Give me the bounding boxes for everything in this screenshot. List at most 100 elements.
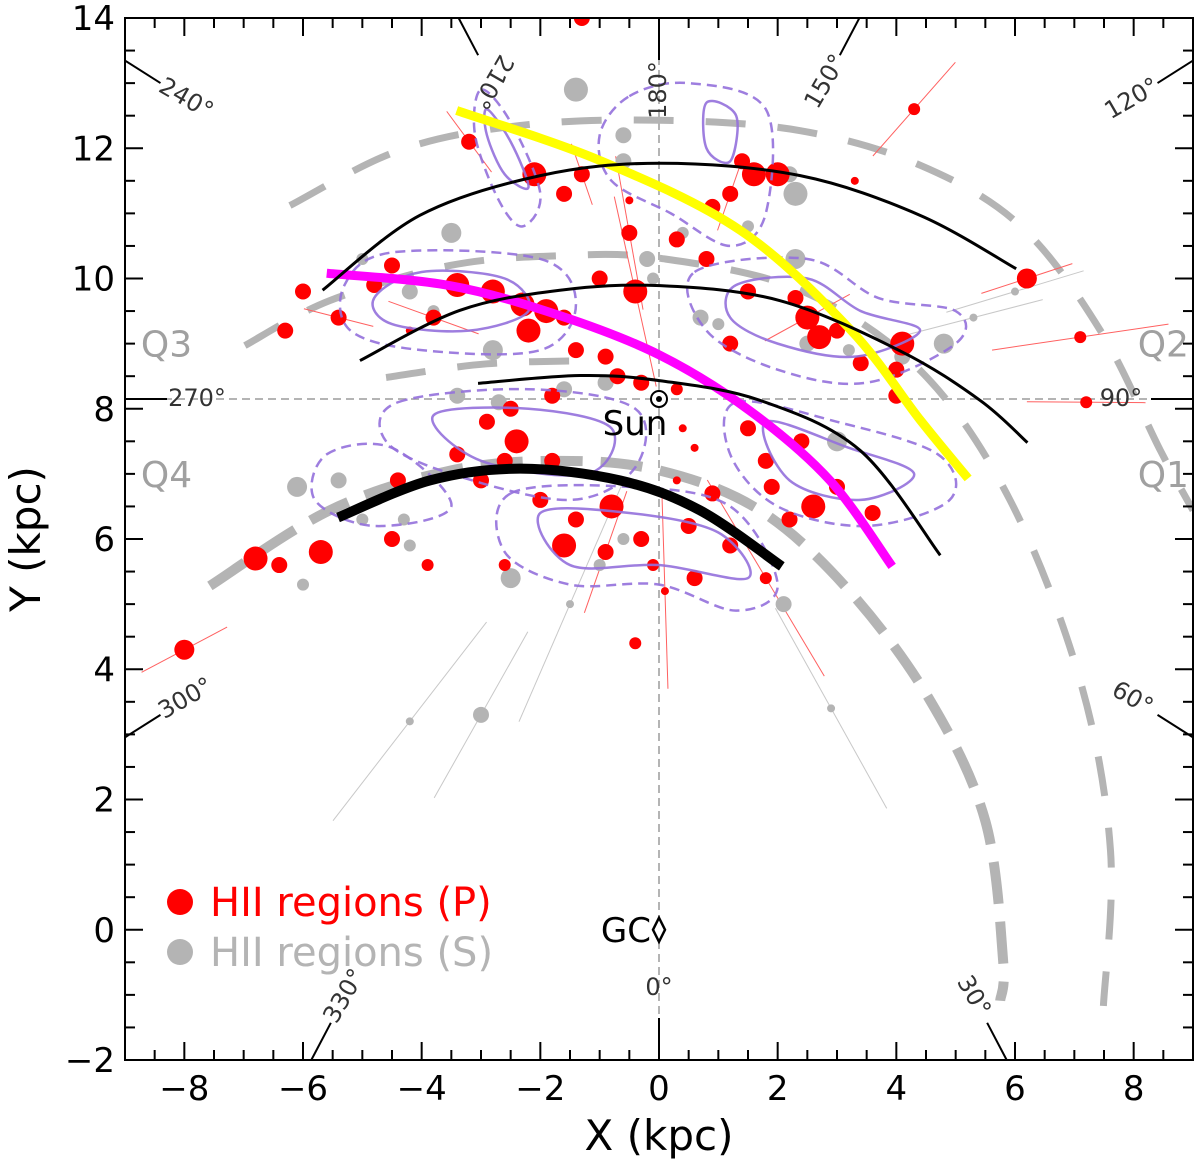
primary-hii-point: [421, 559, 434, 572]
primary-hii-point: [864, 504, 881, 521]
x-tick-label: 4: [886, 1069, 908, 1109]
primary-hii-point: [567, 511, 584, 528]
secondary-hii-point: [405, 717, 414, 726]
primary-hii-point: [757, 452, 774, 469]
secondary-hii-point: [712, 318, 725, 331]
longitude-tick: [310, 1022, 332, 1061]
longitude-label: 0°: [645, 973, 672, 1001]
secondary-hii-point: [473, 706, 489, 723]
primary-hii-point: [852, 355, 869, 372]
secondary-hii-point: [297, 578, 309, 591]
density-contour: [722, 400, 958, 528]
secondary-hii-point: [490, 394, 507, 411]
y-tick-label: 14: [72, 0, 115, 39]
primary-hii-point: [599, 494, 624, 519]
primary-hii-point: [597, 544, 614, 561]
gc-label: GC: [601, 911, 651, 951]
primary-hii-point: [1074, 331, 1087, 344]
primary-hii-point: [670, 383, 683, 396]
sun-label: Sun: [603, 404, 668, 444]
spiral-arm-curve: [477, 373, 942, 557]
primary-hii-point: [690, 443, 699, 452]
primary-hii-point: [722, 537, 739, 554]
secondary-hii-point: [563, 77, 588, 102]
secondary-hii-point: [403, 539, 416, 552]
primary-hii-point: [1080, 396, 1093, 409]
primary-hii-point: [295, 283, 311, 300]
primary-hii-point: [504, 429, 529, 454]
primary-hii-point: [623, 279, 648, 304]
secondary-hii-point: [356, 252, 369, 265]
legend-marker-icon: [167, 939, 193, 965]
primary-hii-point: [763, 478, 780, 495]
x-tick-label: −6: [278, 1069, 328, 1109]
x-tick-label: −4: [397, 1069, 447, 1109]
longitude-label: 90°: [1100, 384, 1143, 412]
longitude-label: 210°: [466, 50, 519, 114]
primary-hii-point: [668, 231, 685, 248]
density-contour: [472, 88, 542, 228]
secondary-hii-point: [500, 568, 521, 589]
primary-hii-point: [389, 472, 406, 489]
y-tick-label: 6: [93, 520, 115, 560]
primary-hii-point: [829, 322, 845, 339]
primary-hii-point: [243, 546, 268, 571]
secondary-hii-point: [692, 309, 709, 326]
primary-hii-point: [516, 318, 541, 343]
primary-hii-point: [787, 290, 804, 307]
quadrant-label: Q1: [1138, 455, 1189, 496]
primary-hii-point: [330, 309, 347, 326]
plot-area: Q3 Q2 Q4 Q1 Sun GC: [125, 18, 1193, 1060]
primary-hii-point: [698, 250, 715, 267]
primary-hii-point: [556, 185, 573, 202]
primary-hii-point: [384, 257, 400, 274]
density-contour: [536, 507, 752, 581]
spiral-arm-curve: [455, 106, 972, 482]
secondary-hii-point: [775, 596, 792, 613]
primary-hii-point: [573, 18, 590, 26]
density-contour: [724, 275, 922, 359]
sun-symbol-dot: [656, 395, 662, 402]
spiral-arm-curve: [326, 268, 896, 569]
primary-hii-point: [532, 491, 549, 508]
primary-hii-point: [908, 103, 921, 116]
spiral-arm-curve: [321, 161, 1017, 292]
primary-hii-point: [478, 413, 495, 430]
longitude-label: 60°: [1107, 675, 1158, 721]
quadrant-label: Q2: [1138, 325, 1189, 366]
primary-hii-point: [672, 476, 681, 485]
y-tick-label: 0: [93, 911, 115, 951]
primary-hii-point: [660, 587, 669, 596]
primary-hii-point: [801, 494, 826, 519]
secondary-hii-point: [647, 272, 660, 285]
legend-label: HII regions (S): [210, 930, 493, 976]
secondary-hii-point: [597, 374, 614, 391]
primary-hii-point: [621, 224, 638, 241]
primary-hii-point: [567, 342, 584, 359]
density-contour: [310, 442, 453, 528]
primary-hii-point: [425, 309, 442, 326]
legend: HII regions (P)HII regions (S): [167, 880, 493, 976]
primary-hii-point: [277, 322, 294, 339]
longitude-tick: [838, 17, 861, 56]
y-tick-label: 2: [93, 781, 115, 821]
dashed-circle-arc: [288, 116, 1193, 513]
primary-hii-point: [678, 424, 687, 433]
longitude-tick: [986, 1022, 1008, 1061]
longitude-label: 150°: [798, 49, 851, 113]
quadrant-label: Q4: [141, 455, 192, 496]
x-axis-label: X (kpc): [585, 1111, 734, 1160]
longitude-label: 240°: [154, 72, 218, 125]
longitude-tick: [457, 17, 480, 56]
primary-hii-point: [686, 570, 703, 587]
primary-hii-point: [807, 325, 832, 350]
longitude-label: 120°: [1100, 72, 1164, 125]
secondary-hii-point: [556, 381, 573, 398]
primary-hii-point: [629, 637, 642, 650]
quadrant-label: Q3: [141, 325, 192, 366]
primary-hii-point: [461, 133, 478, 150]
primary-hii-point: [552, 533, 577, 558]
x-tick-label: −8: [159, 1069, 209, 1109]
primary-hii-point: [740, 420, 756, 437]
